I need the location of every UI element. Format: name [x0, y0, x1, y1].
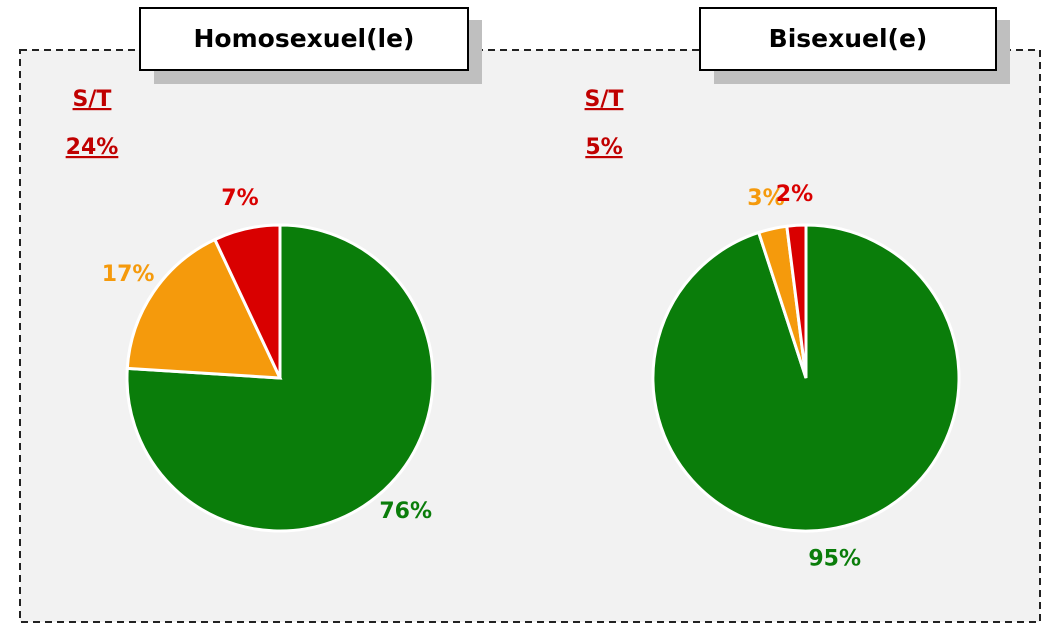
pie-slice [212, 223, 282, 379]
value-label: 17% [102, 262, 155, 287]
pie-title: Bisexuel(e) [769, 24, 928, 53]
pie-slice [125, 237, 283, 380]
value-label: 95% [808, 546, 861, 571]
pie-title: Homosexuel(le) [194, 24, 415, 53]
value-label: 3% [747, 186, 784, 211]
value-label: 7% [221, 186, 258, 211]
pie-slice [125, 223, 435, 533]
subtotal: 5% [585, 135, 622, 160]
value-label: 76% [379, 499, 432, 524]
subtotal-label: S/T [585, 87, 624, 112]
value-label: 2% [776, 182, 813, 207]
pie-slice [785, 223, 808, 379]
subtotal: 24% [66, 135, 119, 160]
title-box [139, 7, 469, 71]
title-box [699, 7, 997, 71]
subtotal-label: S/T [73, 87, 112, 112]
